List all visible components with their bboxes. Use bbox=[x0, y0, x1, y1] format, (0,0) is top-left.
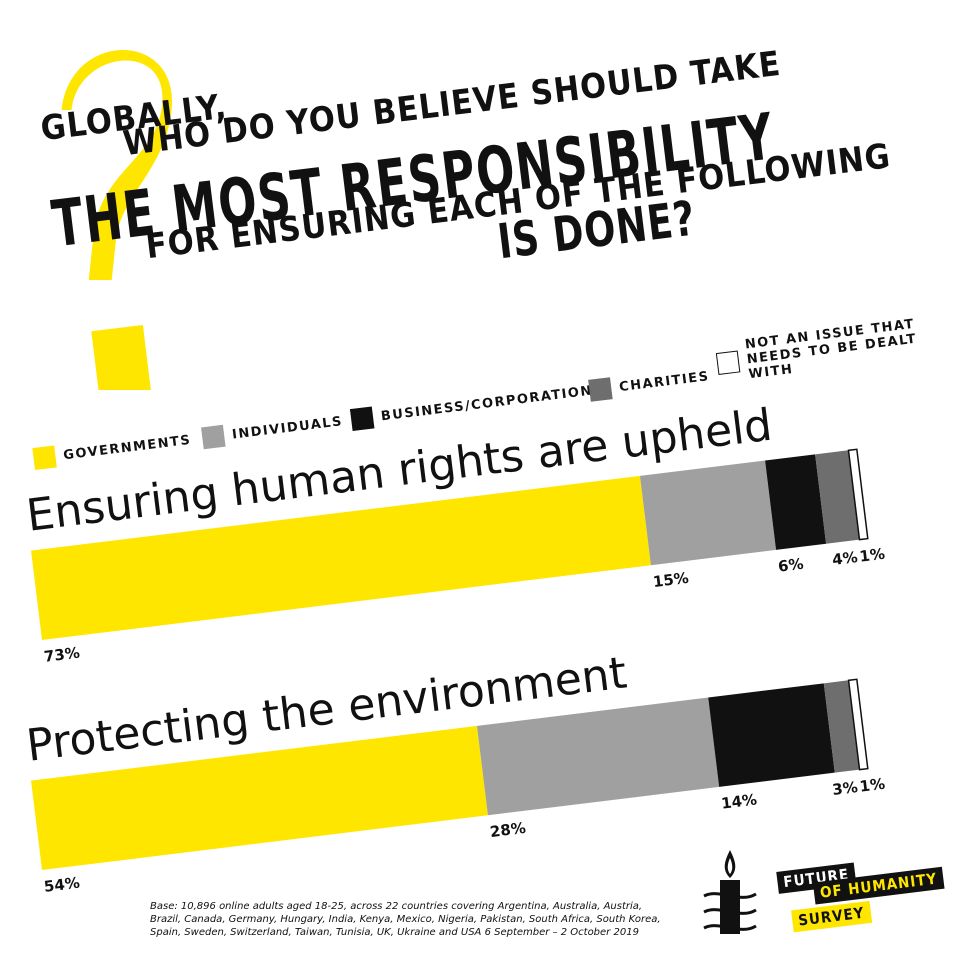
category-label: Protecting the environment bbox=[24, 648, 630, 772]
bar-segment bbox=[765, 454, 827, 550]
value-label: 1% bbox=[859, 775, 886, 796]
legend-label: GOVERNMENTS bbox=[62, 432, 193, 463]
legend-swatch bbox=[201, 424, 226, 450]
value-label: 1% bbox=[858, 545, 885, 566]
bar-segment bbox=[31, 475, 651, 640]
bar-segment bbox=[639, 460, 777, 566]
legend-label: CHARITIES bbox=[618, 368, 711, 395]
value-label: 14% bbox=[720, 790, 758, 812]
bar-segment bbox=[847, 678, 869, 771]
question-mark-icon bbox=[61, 50, 172, 390]
bar-segment bbox=[476, 697, 720, 816]
legend-swatch bbox=[715, 349, 741, 375]
legend-label: BUSINESS/CORPORATIONS bbox=[380, 381, 605, 424]
value-label: 54% bbox=[43, 874, 81, 896]
legend-item-business: BUSINESS/CORPORATIONS bbox=[349, 378, 605, 432]
value-label: 4% bbox=[831, 548, 858, 569]
legend-swatch bbox=[349, 406, 375, 432]
future-of-humanity-logo: FUTURE OF HUMANITY SURVEY bbox=[770, 858, 950, 948]
bar-segment bbox=[708, 683, 835, 787]
value-label: 15% bbox=[652, 569, 690, 591]
value-label: 28% bbox=[489, 819, 527, 841]
legend-swatch bbox=[588, 377, 613, 402]
value-label: 73% bbox=[43, 644, 81, 666]
survey-line-3: SURVEY bbox=[791, 900, 872, 933]
value-label: 6% bbox=[777, 555, 804, 576]
base-note: Base: 10,896 online adults aged 18-25, a… bbox=[150, 901, 661, 938]
bar-segment bbox=[823, 680, 860, 773]
legend-item-governments: GOVERNMENTS bbox=[32, 429, 192, 470]
bar-segment bbox=[815, 450, 860, 544]
legend-label: INDIVIDUALS bbox=[231, 413, 344, 443]
value-label: 3% bbox=[831, 778, 858, 799]
legend-item-not-an-issue: NOT AN ISSUE THAT NEEDS TO BE DEALT WITH bbox=[714, 316, 928, 386]
legend-label: NOT AN ISSUE THAT NEEDS TO BE DEALT WITH bbox=[744, 316, 918, 383]
amnesty-candle-icon bbox=[703, 850, 757, 934]
legend-item-charities: CHARITIES bbox=[588, 365, 711, 402]
legend-item-individuals: INDIVIDUALS bbox=[201, 410, 344, 450]
bar-segment bbox=[31, 725, 488, 870]
bar-segment bbox=[847, 448, 869, 541]
legend-swatch bbox=[32, 445, 57, 470]
